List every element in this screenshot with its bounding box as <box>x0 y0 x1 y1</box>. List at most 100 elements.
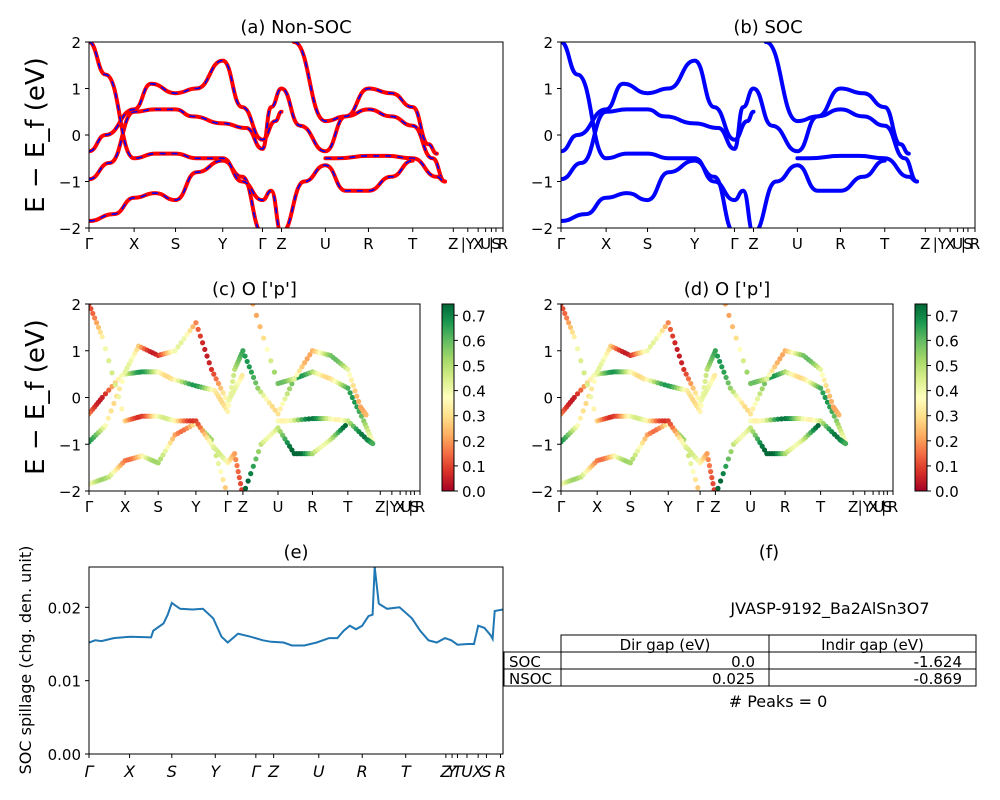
band-point-c <box>225 408 231 415</box>
band-point-c <box>97 329 103 335</box>
x-tick-label-c: Z <box>375 498 385 516</box>
x-tick-label-e: X <box>472 762 485 781</box>
x-tick-label-a: Z <box>276 235 286 253</box>
panel-title-e: (e) <box>283 542 308 563</box>
band-point-c <box>115 394 122 400</box>
table-column-header: Dir gap (eV) <box>620 636 711 654</box>
band-point-c <box>181 336 187 342</box>
band-point-c <box>253 380 259 386</box>
y-tick-label-c: 0 <box>71 390 81 408</box>
band-point-d <box>695 485 701 491</box>
band-point-d <box>824 399 831 405</box>
x-tick-label-a: T <box>407 235 418 253</box>
band-point-d <box>730 389 736 395</box>
x-tick-label-a: U <box>320 235 331 253</box>
panel-title-a: (a) Non-SOC <box>240 17 351 38</box>
band-point-c <box>280 401 286 407</box>
band-point-d <box>635 448 641 454</box>
band-point-c <box>172 348 178 354</box>
band-point-d <box>779 352 786 358</box>
band-point-d <box>679 360 685 366</box>
band-point-c <box>363 412 369 418</box>
band-point-d <box>665 320 671 326</box>
band-line-a <box>89 42 282 228</box>
x-tick-label-c: X <box>120 498 130 516</box>
x-tick-label-a: U <box>480 235 491 253</box>
colorbar-c <box>441 303 455 492</box>
band-point-d <box>733 335 739 341</box>
band-point-d <box>692 390 699 396</box>
band-point-d <box>578 358 584 364</box>
band-point-c <box>90 310 96 316</box>
x-tick-label-c: S <box>410 498 420 516</box>
panel-title-f: (f) <box>759 542 779 563</box>
band-point-c <box>99 334 105 340</box>
band-point-d <box>692 477 699 483</box>
band-point-c <box>92 315 98 321</box>
band-point-c <box>220 390 226 396</box>
band-point-c <box>102 422 109 429</box>
x-tick-label-c: Y <box>190 498 201 516</box>
band-point-d <box>766 372 773 378</box>
panel-title-b: (b) SOC <box>733 17 802 38</box>
band-point-d <box>725 456 732 462</box>
band-point-d <box>637 444 643 450</box>
band-dash-a <box>89 159 260 228</box>
band-point-c <box>106 358 112 364</box>
band-point-d <box>720 471 726 477</box>
x-tick-label-c: Γ <box>224 498 233 516</box>
band-point-c <box>231 372 237 379</box>
y-tick-label-b: −1 <box>531 174 553 192</box>
band-point-c <box>345 385 351 391</box>
band-point-d <box>823 382 829 389</box>
band-dash-a <box>293 42 438 155</box>
x-tick-label-d: |Y <box>858 498 873 516</box>
band-dash-a <box>89 59 282 153</box>
band-point-d <box>744 369 750 375</box>
band-dash-a <box>285 159 413 228</box>
band-point-c <box>236 475 242 481</box>
band-point-c <box>206 360 212 366</box>
band-point-c <box>195 326 201 332</box>
x-tick-label-c: T <box>342 498 353 516</box>
x-tick-label-e: T <box>401 762 412 781</box>
band-point-d <box>821 377 827 383</box>
band-point-d <box>571 394 577 401</box>
band-point-d <box>754 396 761 402</box>
band-point-d <box>752 401 758 407</box>
x-tick-label-b: Γ <box>730 235 739 253</box>
band-point-c <box>111 400 117 407</box>
band-point-d <box>725 380 731 386</box>
band-point-d <box>564 315 570 321</box>
band-point-d <box>583 400 589 407</box>
spillage-line <box>89 567 503 647</box>
band-point-d <box>569 329 575 335</box>
band-point-c <box>106 387 112 393</box>
table-cell: 0.025 <box>712 670 755 688</box>
y-tick-label-a: 0 <box>71 127 81 145</box>
band-point-d <box>729 324 736 330</box>
band-point-c <box>95 324 102 330</box>
band-point-d <box>820 390 826 396</box>
x-tick-label-c: |Y <box>385 498 400 516</box>
band-point-d <box>685 376 692 382</box>
band-point-c <box>348 377 355 383</box>
band-dash-a <box>89 87 446 183</box>
band-point-c <box>255 385 261 391</box>
y-tick-label-c: 1 <box>71 343 81 361</box>
band-point-d <box>574 346 581 352</box>
band-point-c <box>222 485 228 491</box>
band-point-c <box>119 378 125 385</box>
band-point-c <box>119 406 125 412</box>
band-point-c <box>230 378 236 385</box>
x-tick-label-a: Y <box>217 235 228 253</box>
band-point-c <box>304 356 310 362</box>
band-point-c <box>277 406 283 412</box>
band-point-c <box>347 372 353 378</box>
band-point-c <box>89 306 94 312</box>
band-point-c <box>258 389 264 395</box>
colorbar-tick-label-c: 0.2 <box>462 433 486 451</box>
x-tick-label-c: S <box>153 498 163 516</box>
x-tick-label-b: U <box>952 235 963 253</box>
band-point-d <box>757 391 763 397</box>
